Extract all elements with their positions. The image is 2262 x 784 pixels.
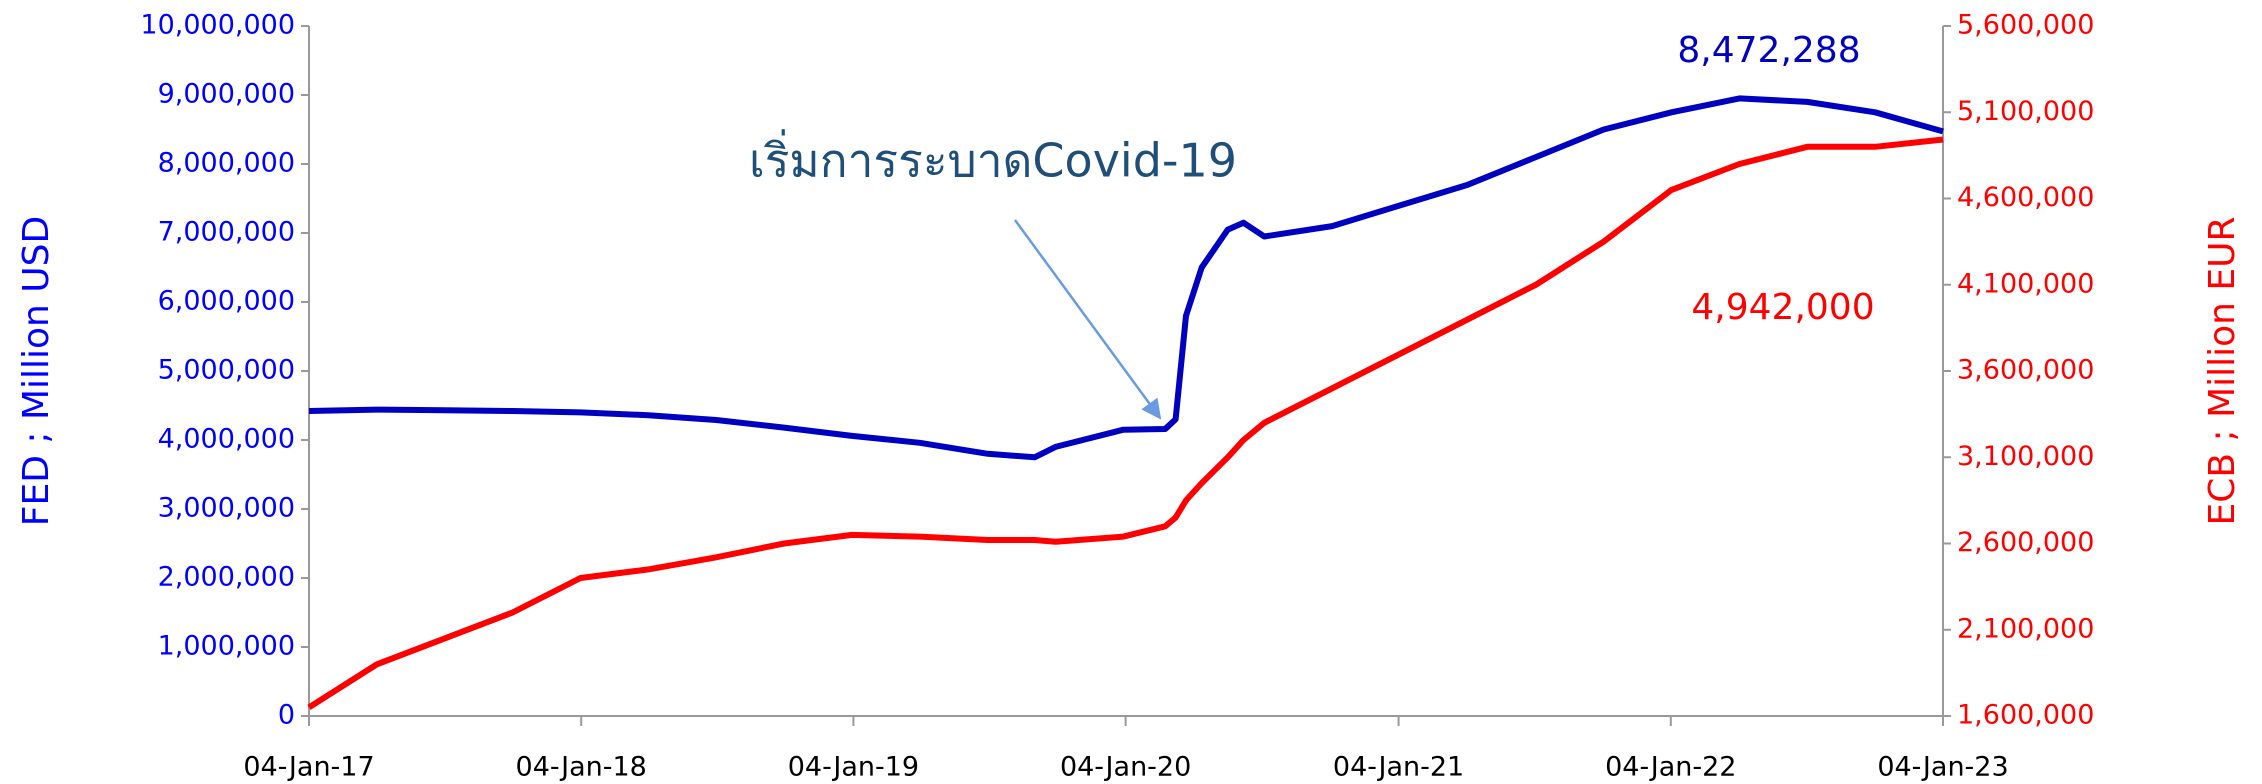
y-tick-label: 6,000,000 bbox=[158, 286, 295, 317]
y2-tick-label: 4,100,000 bbox=[1957, 268, 2094, 299]
y-tick-label: 10,000,000 bbox=[140, 10, 295, 41]
y2-tick-label: 2,100,000 bbox=[1957, 613, 2094, 644]
y-tick-label: 7,000,000 bbox=[158, 217, 295, 248]
y2-tick-label: 3,100,000 bbox=[1957, 441, 2094, 472]
series-line bbox=[308, 95, 1944, 461]
y-tick-label: 0 bbox=[278, 700, 295, 731]
y-tick-label: 4,000,000 bbox=[158, 424, 295, 455]
x-tick-label: 04-Jan-21 bbox=[1333, 752, 1464, 783]
y-tick-label: 3,000,000 bbox=[158, 493, 295, 524]
end-value-label: 4,942,000 bbox=[1691, 287, 1874, 328]
x-tick-label: 04-Jan-20 bbox=[1060, 752, 1191, 783]
y2-tick-label: 5,100,000 bbox=[1957, 96, 2094, 127]
y-tick-label: 9,000,000 bbox=[158, 79, 295, 110]
x-tick-label: 04-Jan-23 bbox=[1877, 752, 2008, 783]
y-tick-label: 8,000,000 bbox=[158, 148, 295, 179]
y2-tick-label: 4,600,000 bbox=[1957, 182, 2094, 213]
x-tick-label: 04-Jan-19 bbox=[788, 752, 919, 783]
x-tick-label: 04-Jan-17 bbox=[243, 752, 374, 783]
y2-tick-label: 1,600,000 bbox=[1957, 700, 2094, 731]
y-tick-label: 2,000,000 bbox=[158, 562, 295, 593]
x-tick-label: 04-Jan-22 bbox=[1605, 752, 1736, 783]
y-axis-label: FED ; Million USD bbox=[16, 216, 57, 526]
x-tick-label: 04-Jan-18 bbox=[516, 752, 647, 783]
annotation-arrow bbox=[1013, 219, 1162, 420]
y2-tick-label: 3,600,000 bbox=[1957, 355, 2094, 386]
annotation: เริ่มการระบาดCovid-19 bbox=[749, 129, 1237, 188]
series-line bbox=[307, 136, 1944, 710]
y2-tick-label: 5,600,000 bbox=[1957, 10, 2094, 41]
y-tick-label: 1,000,000 bbox=[158, 631, 295, 662]
y-tick-label: 5,000,000 bbox=[158, 355, 295, 386]
y2-tick-label: 2,600,000 bbox=[1957, 527, 2094, 558]
end-value-label: 8,472,288 bbox=[1677, 30, 1860, 71]
y2-axis-label: ECB ; Million EUR bbox=[2202, 216, 2243, 525]
